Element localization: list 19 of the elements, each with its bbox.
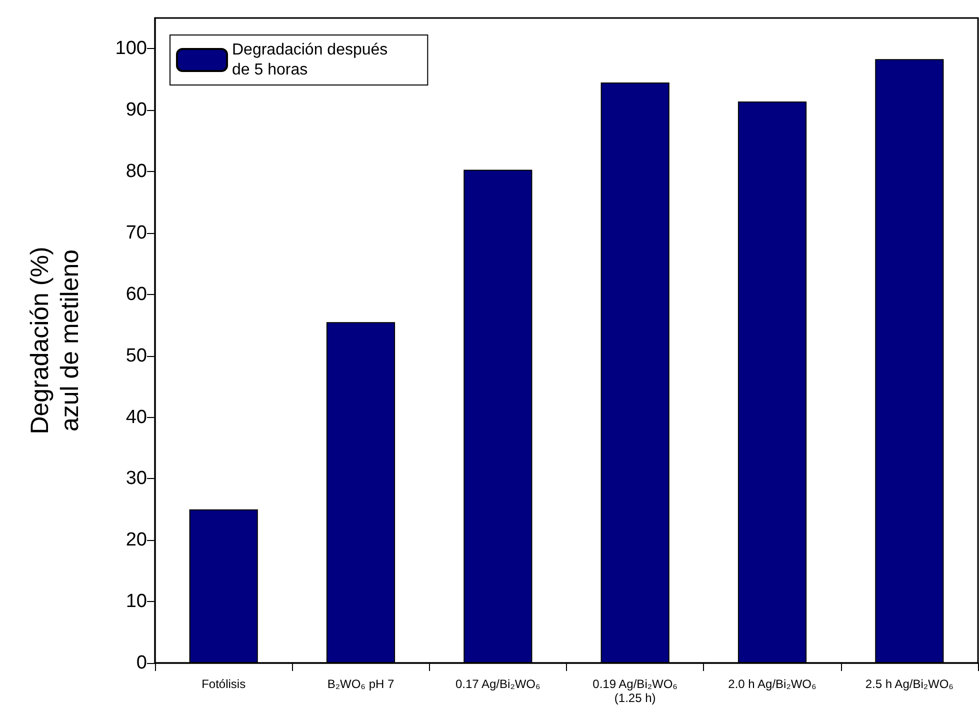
y-axis-title: Degradación (%) azul de metileno — [26, 246, 84, 434]
y-tick-label: 90 — [126, 100, 147, 121]
x-tick-label: 2.0 h Ag/Bi₂WO₆ — [728, 677, 817, 691]
x-tick-label: 2.5 h Ag/Bi₂WO₆ — [865, 677, 954, 691]
y-tick-label: 10 — [126, 591, 147, 612]
y-tick-label: 60 — [126, 284, 147, 305]
y-tick-label: 70 — [126, 222, 147, 244]
x-tick-label: 0.19 Ag/Bi₂WO₆ (1.25 h) — [592, 677, 678, 705]
x-tick-label: B₂WO₆ pH 7 — [327, 677, 394, 691]
legend-label: Degradación después de 5 horas — [232, 42, 388, 78]
y-tick-label: 100 — [115, 38, 147, 60]
x-tick-label: 0.17 Ag/Bi₂WO₆ — [455, 677, 541, 691]
y-tick-label: 20 — [126, 530, 147, 551]
y-tick-label: 80 — [126, 161, 147, 182]
y-tick-label: 30 — [126, 468, 147, 490]
y-tick-label: 0 — [136, 652, 147, 674]
y-tick-label: 40 — [126, 406, 147, 428]
x-tick-label: Fotólisis — [202, 677, 246, 691]
y-tick-label: 50 — [126, 345, 147, 366]
